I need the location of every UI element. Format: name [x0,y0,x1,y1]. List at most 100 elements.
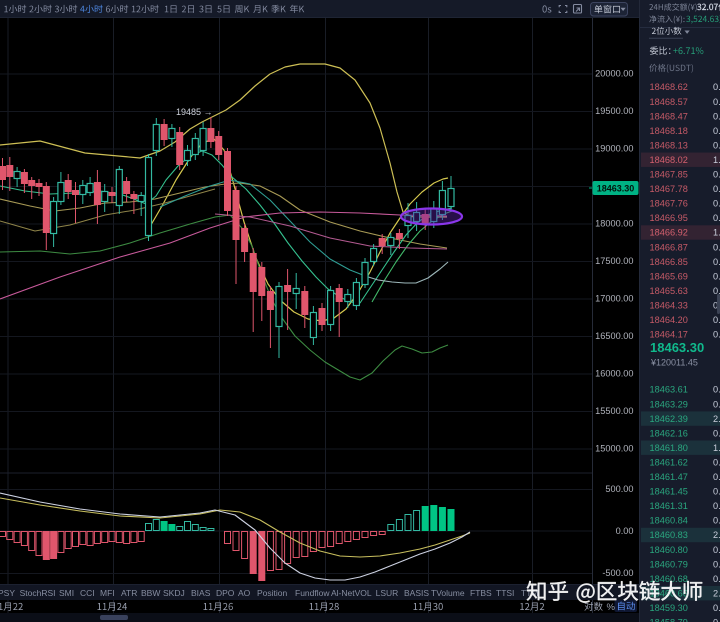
svg-text:18467.76: 18467.76 [650,199,688,209]
svg-text:LSUR: LSUR [376,588,399,598]
svg-text:15500.00: 15500.00 [595,406,633,416]
svg-text:18466.92: 18466.92 [650,228,688,238]
svg-text:BASIS: BASIS [404,588,429,598]
svg-text:0.05: 0.05 [713,516,720,526]
svg-text:Al-NetVOL: Al-NetVOL [331,588,372,598]
svg-text:CCI: CCI [80,588,95,598]
svg-text:18468.57: 18468.57 [650,97,688,107]
svg-text:BIAS: BIAS [191,588,211,598]
svg-text:0.23: 0.23 [713,184,720,194]
svg-text:18461.47: 18461.47 [650,472,688,482]
svg-text:18466.85: 18466.85 [650,257,688,267]
svg-text:SMI: SMI [59,588,74,598]
svg-text:1.62: 1.62 [713,443,720,453]
svg-text:0.08: 0.08 [713,126,720,136]
svg-text:0.06: 0.06 [713,501,720,511]
svg-text:1.35: 1.35 [713,155,720,165]
svg-text:0.05: 0.05 [713,487,720,497]
svg-text:18461.31: 18461.31 [650,501,688,511]
svg-text:18459.30: 18459.30 [650,603,688,613]
svg-text:0.05: 0.05 [713,559,720,569]
svg-text:18462.16: 18462.16 [650,428,688,438]
svg-text:18468.18: 18468.18 [650,126,688,136]
svg-text:18468.13: 18468.13 [650,140,688,150]
svg-text:0.11: 0.11 [713,111,720,121]
svg-text:TTM: TTM [521,588,538,598]
svg-text:0.27: 0.27 [713,574,720,584]
svg-text:0.06: 0.06 [713,213,720,223]
svg-text:0.05: 0.05 [713,140,720,150]
svg-text:MFI: MFI [100,588,115,598]
svg-text:18463.30: 18463.30 [597,183,635,193]
svg-text:0.05: 0.05 [713,457,720,467]
svg-text:20000.00: 20000.00 [595,69,633,79]
svg-text:0.05: 0.05 [713,271,720,281]
svg-text:Fundflow: Fundflow [295,588,330,598]
svg-text:0.00: 0.00 [616,526,634,536]
svg-text:TTSI: TTSI [496,588,514,598]
svg-text:18467.78: 18467.78 [650,184,688,194]
svg-text:0.06: 0.06 [713,300,720,310]
svg-text:19485 →: 19485 → [176,107,213,117]
svg-text:18468.47: 18468.47 [650,111,688,121]
svg-text:18461.80: 18461.80 [650,443,688,453]
svg-text:0.27: 0.27 [713,82,720,92]
svg-text:18000.00: 18000.00 [595,219,633,229]
svg-text:-500.00: -500.00 [602,568,633,578]
svg-text:0.05: 0.05 [713,399,720,409]
svg-text:18460.83: 18460.83 [650,530,688,540]
svg-text:0.21: 0.21 [713,286,720,296]
svg-text:BBW: BBW [141,588,160,598]
svg-text:0.12: 0.12 [713,330,720,340]
svg-text:¥120011.45: ¥120011.45 [650,358,698,368]
svg-text:18458.79: 18458.79 [650,618,688,622]
svg-text:ATR: ATR [121,588,137,598]
svg-text:2.86: 2.86 [713,530,720,540]
svg-text:16000.00: 16000.00 [595,369,633,379]
svg-text:0.08: 0.08 [713,545,720,555]
svg-text:0.05: 0.05 [713,385,720,395]
svg-text:18466.87: 18466.87 [650,242,688,252]
svg-text:18466.95: 18466.95 [650,213,688,223]
svg-text:AO: AO [238,588,251,598]
svg-text:18463.30: 18463.30 [650,340,704,355]
svg-text:19000.00: 19000.00 [595,144,633,154]
svg-text:0.05: 0.05 [713,428,720,438]
svg-text:18464.20: 18464.20 [650,315,688,325]
svg-text:FTBS: FTBS [470,588,492,598]
svg-text:18460.80: 18460.80 [650,545,688,555]
svg-text:StochRSI: StochRSI [20,588,56,598]
svg-text:0.05: 0.05 [713,199,720,209]
svg-text:0.05: 0.05 [713,97,720,107]
svg-text:PSY: PSY [0,588,15,598]
svg-text:0.41: 0.41 [713,603,720,613]
svg-text:0.07: 0.07 [713,257,720,267]
svg-text:0.09: 0.09 [713,618,720,622]
svg-text:18468.62: 18468.62 [650,82,688,92]
svg-text:16500.00: 16500.00 [595,331,633,341]
svg-text:2.16: 2.16 [713,414,720,424]
svg-text:0.08: 0.08 [713,472,720,482]
svg-text:1.08: 1.08 [713,228,720,238]
svg-text:17000.00: 17000.00 [595,294,633,304]
svg-text:TVolume: TVolume [431,588,465,598]
svg-text:0.05: 0.05 [713,242,720,252]
svg-text:SKDJ: SKDJ [163,588,185,598]
svg-text:18468.02: 18468.02 [650,155,688,165]
svg-text:18465.63: 18465.63 [650,286,688,296]
svg-text:18460.84: 18460.84 [650,516,688,526]
svg-text:17500.00: 17500.00 [595,256,633,266]
svg-text:18461.45: 18461.45 [650,487,688,497]
svg-text:18467.85: 18467.85 [650,170,688,180]
svg-text:2.05: 2.05 [713,588,720,598]
svg-text:Position: Position [257,588,288,598]
svg-text:18465.69: 18465.69 [650,271,688,281]
svg-text:18463.29: 18463.29 [650,399,688,409]
svg-text:18462.39: 18462.39 [650,414,688,424]
svg-text:18464.17: 18464.17 [650,330,688,340]
svg-text:18460.68: 18460.68 [650,574,688,584]
svg-text:0.10: 0.10 [713,170,720,180]
svg-text:19500.00: 19500.00 [595,106,633,116]
svg-text:18463.61: 18463.61 [650,385,688,395]
svg-text:500.00: 500.00 [605,484,633,494]
